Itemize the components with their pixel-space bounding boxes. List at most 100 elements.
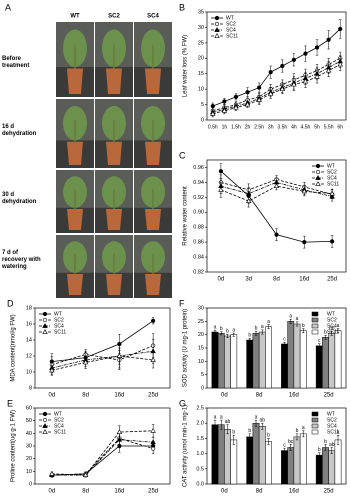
bar: [322, 447, 329, 485]
marker: [273, 183, 280, 189]
significance-letter: b: [226, 329, 229, 335]
plot-frame: [34, 307, 171, 389]
legend-marker: [42, 323, 48, 328]
bar: [258, 331, 266, 389]
y-tick-label: 0.94: [193, 180, 204, 186]
panel-letter: B: [179, 2, 185, 12]
y-tick-label: 0.92: [193, 195, 204, 201]
y-tick-label: 10: [26, 469, 32, 475]
y-tick-label: 25: [198, 319, 204, 325]
legend-label: WT: [54, 411, 62, 417]
x-tick-label: 0d: [221, 489, 228, 495]
bar: [328, 450, 336, 485]
x-tick-label: 4h: [291, 124, 297, 130]
y-tick-label: 8: [29, 385, 32, 391]
y-tick-label: 20: [26, 456, 32, 462]
line: [51, 320, 154, 362]
legend-label: SC11: [327, 181, 339, 187]
bar: [287, 321, 295, 389]
marker: [218, 169, 223, 174]
bar: [322, 337, 329, 389]
marker: [256, 97, 262, 102]
marker: [116, 436, 123, 442]
x-tick-label: 0d: [218, 277, 225, 283]
line: [220, 185, 333, 202]
legend-label: SC4: [327, 423, 337, 429]
y-tick-label: 0.0: [196, 481, 204, 487]
line: [51, 445, 154, 476]
significance-letter: a: [267, 319, 270, 325]
y-tick-label: 10: [198, 359, 204, 365]
y-tick-label: 0.5: [196, 466, 204, 472]
legend-label: SC4: [327, 323, 337, 329]
pot: [106, 68, 122, 94]
y-tick-label: 0: [201, 385, 204, 391]
legend-label: SC11: [327, 429, 339, 435]
y-tick-label: 30: [198, 305, 204, 311]
marker: [291, 57, 296, 62]
y-tick-label: 30: [198, 25, 204, 31]
bar: [334, 439, 342, 485]
pot: [67, 68, 83, 94]
legend-swatch: [311, 311, 319, 317]
y-tick-label: 16: [26, 321, 32, 327]
bar: [252, 422, 260, 485]
row-label: Before treatment: [2, 56, 30, 69]
column-label: SC2: [108, 14, 120, 20]
marker: [291, 81, 297, 87]
x-tick-label: 6h: [337, 124, 343, 130]
significance-letter: b: [248, 333, 251, 339]
panel-letter: F: [179, 298, 185, 308]
legend-swatch: [311, 429, 319, 435]
bar: [293, 436, 301, 485]
y-tick-label: 40: [26, 431, 32, 437]
marker: [245, 90, 250, 95]
x-tick-label: 5.5h: [324, 124, 334, 130]
significance-letter: c: [283, 442, 286, 448]
y-tick-label: 2.0: [196, 421, 204, 427]
legend-label: SC11: [327, 329, 339, 335]
x-tick-label: 0d: [221, 393, 228, 399]
column-label: WT: [70, 14, 80, 20]
marker: [268, 70, 273, 75]
pot: [145, 209, 161, 230]
significance-letter: b: [324, 439, 327, 445]
x-tick-label: 25d: [327, 277, 337, 283]
pot: [67, 209, 83, 230]
marker: [116, 353, 123, 358]
significance-letter: b: [296, 428, 299, 434]
x-tick-label: 1h: [222, 124, 228, 130]
x-tick-label: 25d: [324, 393, 334, 399]
bar: [252, 333, 260, 389]
y-tick-label: 12: [26, 353, 32, 359]
bar: [315, 345, 323, 389]
legend-marker: [214, 21, 220, 27]
significance-letter: a: [220, 414, 223, 420]
plot-frame: [206, 407, 347, 485]
marker: [222, 99, 227, 104]
legend-marker: [42, 429, 48, 434]
y-tick-label: 18: [26, 305, 32, 311]
line: [51, 437, 154, 476]
y-tick-label: 10: [26, 369, 32, 375]
line: [212, 57, 341, 112]
marker: [337, 61, 343, 67]
row-label: 30 d dehydration: [2, 192, 37, 205]
legend-marker: [214, 15, 220, 21]
plot-frame: [206, 11, 347, 121]
x-tick-label: 2.5h: [254, 124, 264, 130]
x-tick-label: 0d: [49, 489, 56, 495]
marker: [210, 110, 216, 116]
significance-letter: a: [302, 425, 305, 431]
x-tick-label: 8d: [273, 277, 280, 283]
marker: [302, 240, 307, 245]
significance-letter: a: [255, 414, 258, 420]
marker: [150, 439, 156, 445]
bar: [265, 326, 272, 389]
marker: [303, 51, 308, 56]
marker: [150, 427, 156, 433]
bar: [224, 335, 231, 389]
legend-swatch: [311, 417, 319, 423]
x-tick-label: 0d: [49, 393, 56, 399]
